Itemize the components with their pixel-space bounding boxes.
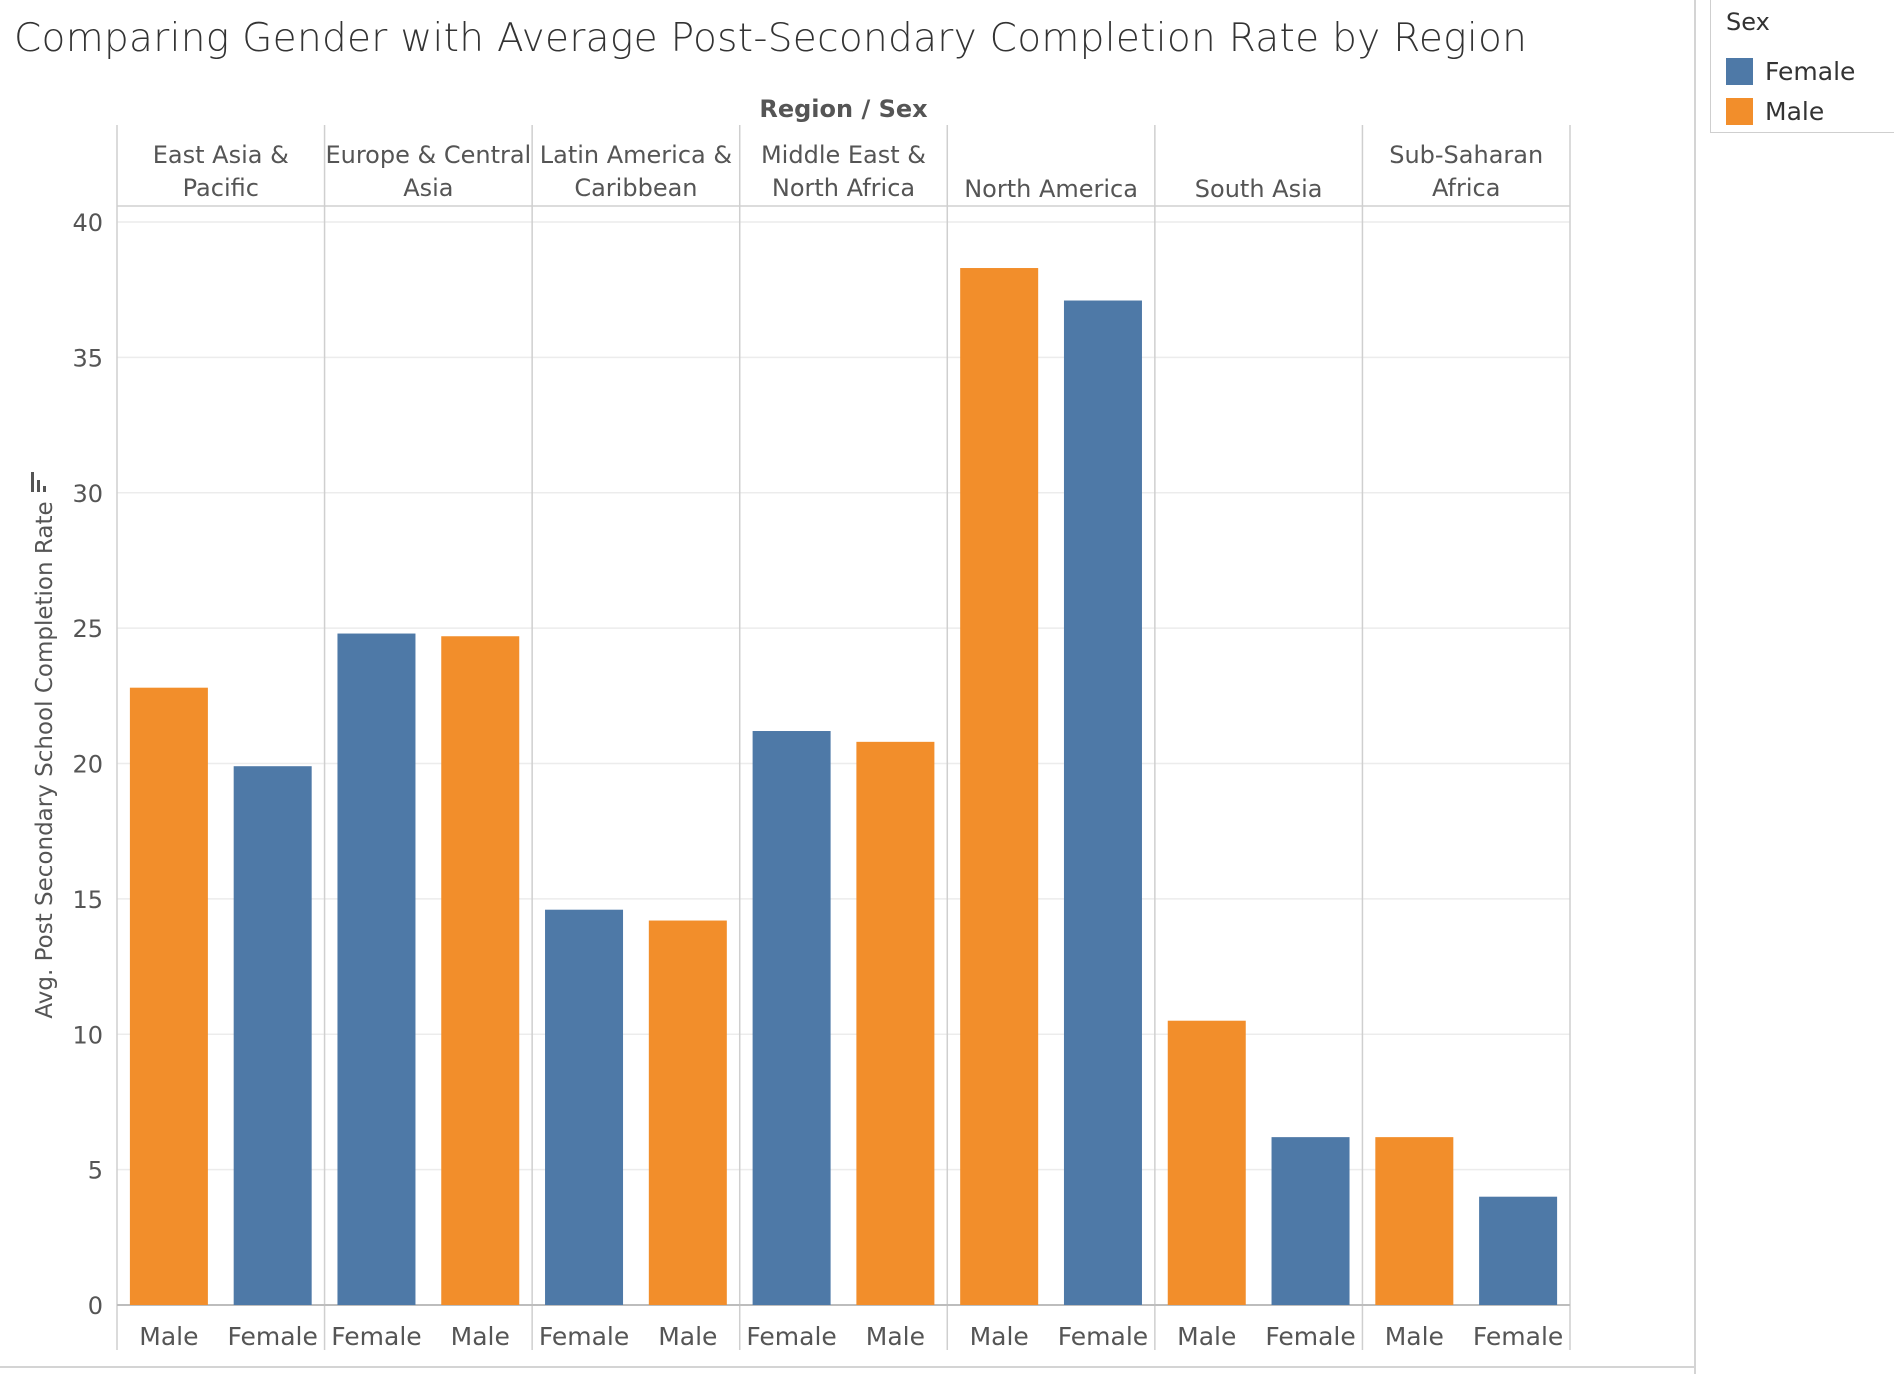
bar-female — [1479, 1196, 1558, 1305]
region-label: Pacific — [183, 174, 259, 202]
legend: Sex Female Male — [1710, 0, 1894, 133]
x-tick-label: Male — [970, 1322, 1029, 1351]
x-tick-label: Female — [1265, 1322, 1355, 1351]
y-tick-label: 10 — [72, 1021, 103, 1049]
legend-label-male: Male — [1765, 96, 1825, 126]
x-tick-label: Male — [1385, 1322, 1444, 1351]
x-tick-label: Male — [139, 1322, 198, 1351]
y-tick-label: 35 — [72, 344, 103, 372]
region-label: Latin America & — [540, 141, 732, 169]
column-header: Region / Sex — [759, 95, 928, 123]
bar-male — [441, 636, 520, 1305]
region-label: Europe & Central — [325, 141, 531, 169]
x-tick-label: Male — [1177, 1322, 1236, 1351]
bar-female — [1271, 1137, 1350, 1305]
region-label: South Asia — [1195, 175, 1323, 203]
bar-female — [545, 909, 624, 1305]
legend-item-male[interactable]: Male — [1726, 96, 1824, 126]
x-tick-label: Female — [1473, 1322, 1563, 1351]
legend-title: Sex — [1726, 8, 1770, 36]
legend-swatch-female — [1726, 57, 1753, 85]
bottom-rule — [0, 1366, 1696, 1368]
sort-icon[interactable] — [31, 472, 46, 492]
legend-item-female[interactable]: Female — [1726, 56, 1855, 86]
region-label: Africa — [1432, 174, 1500, 202]
x-tick-label: Male — [451, 1322, 510, 1351]
y-tick-label: 15 — [72, 886, 103, 914]
y-tick-label: 40 — [72, 209, 103, 237]
y-tick-label: 20 — [72, 751, 103, 779]
x-tick-label: Female — [746, 1322, 836, 1351]
bar-chart: Region / Sex 0 5 10 15 20 25 30 35 40 Avg. Post Se… — [31, 95, 1571, 1351]
region-label: North Africa — [772, 174, 915, 202]
bar-male — [1167, 1020, 1246, 1305]
region-label: Middle East & — [761, 141, 926, 169]
bar-female — [1063, 300, 1142, 1306]
bar-female — [233, 766, 312, 1305]
bar-female — [337, 633, 416, 1305]
bar-female — [752, 731, 831, 1305]
x-tick-label: Female — [539, 1322, 629, 1351]
x-tick-label: Female — [227, 1322, 317, 1351]
legend-label-female: Female — [1765, 56, 1856, 86]
x-tick-label: Male — [658, 1322, 717, 1351]
region-label: North America — [964, 175, 1138, 203]
y-tick-label: 30 — [72, 480, 103, 508]
bar-male — [648, 920, 727, 1305]
region-label: East Asia & — [153, 141, 289, 169]
bar-male — [960, 268, 1039, 1306]
x-tick-label: Female — [1058, 1322, 1148, 1351]
y-tick-label: 5 — [88, 1157, 103, 1185]
y-axis-label: Avg. Post Secondary School Completion Ra… — [32, 501, 58, 1018]
panel-divider — [1694, 0, 1696, 1374]
y-tick-label: 25 — [72, 615, 103, 643]
chart-title: Comparing Gender with Average Post-Secon… — [14, 16, 1528, 61]
legend-swatch-male — [1726, 97, 1753, 125]
region-label: Asia — [403, 174, 453, 202]
bar-male — [856, 741, 935, 1305]
x-tick-label: Male — [866, 1322, 925, 1351]
region-label: Caribbean — [574, 174, 697, 202]
x-tick-label: Female — [331, 1322, 421, 1351]
bar-male — [129, 687, 208, 1305]
bar-male — [1375, 1137, 1454, 1305]
y-tick-label: 0 — [88, 1292, 103, 1320]
region-label: Sub-Saharan — [1389, 141, 1543, 169]
